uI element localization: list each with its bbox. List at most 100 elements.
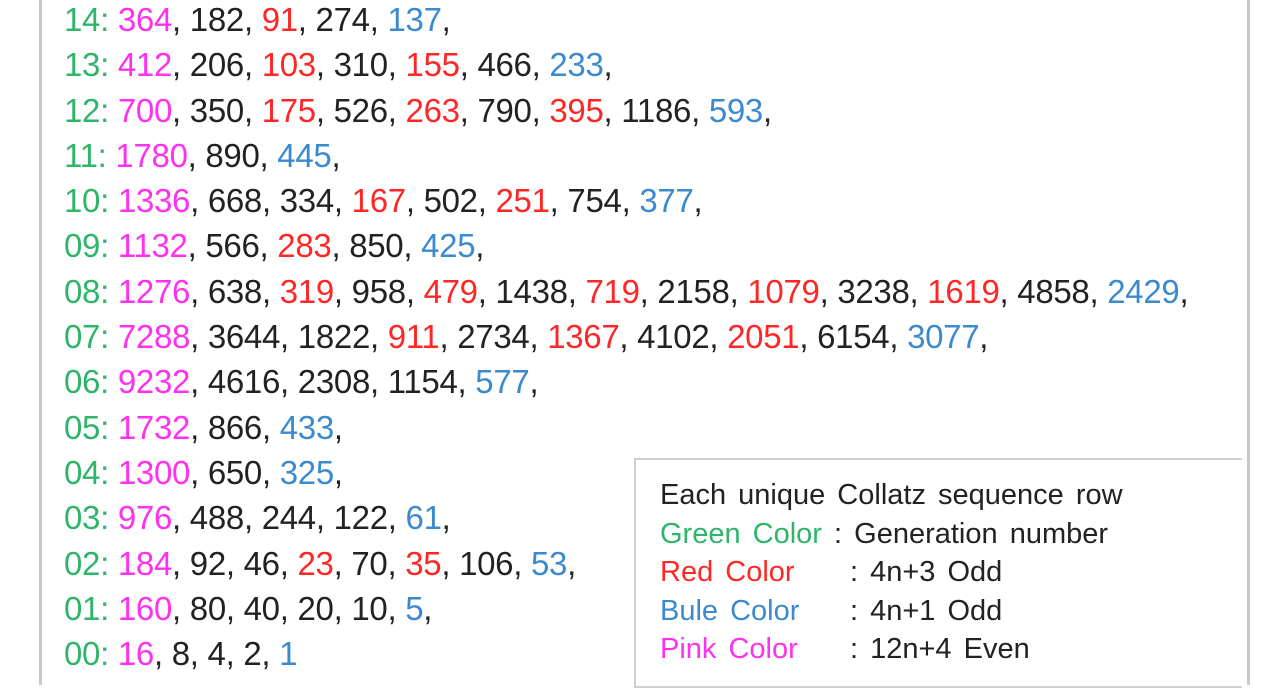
sequence-value: 577 bbox=[475, 363, 530, 401]
generation-number: 06: bbox=[64, 363, 118, 401]
sequence-value: 466 bbox=[477, 46, 532, 84]
legend-entry-blue: Bule Color: 4n+1 Odd bbox=[660, 592, 1242, 631]
sequence-value: 5 bbox=[405, 589, 424, 627]
separator: , bbox=[999, 272, 1018, 310]
separator: , bbox=[441, 1, 451, 38]
sequence-row: 07: 7288, 3644, 1822, 911, 2734, 1367, 4… bbox=[64, 314, 1188, 359]
sequence-row: 01: 160, 80, 40, 20, 10, 5, bbox=[64, 586, 1188, 631]
separator: , bbox=[403, 227, 422, 265]
sequence-value: 251 bbox=[495, 182, 550, 220]
separator: , bbox=[261, 408, 280, 446]
generation-number: 07: bbox=[64, 318, 118, 356]
separator: , bbox=[261, 635, 280, 673]
sequence-value: 6154 bbox=[817, 318, 890, 356]
separator: , bbox=[729, 272, 748, 310]
separator: , bbox=[189, 635, 208, 673]
separator: , bbox=[190, 318, 208, 356]
sequence-value: 566 bbox=[205, 227, 260, 265]
sequence-value: 122 bbox=[333, 499, 388, 537]
sequence-value: 103 bbox=[261, 46, 316, 84]
separator: , bbox=[709, 318, 728, 356]
sequence-row: 12: 700, 350, 175, 526, 263, 790, 395, 1… bbox=[64, 88, 1188, 133]
sequence-row: 05: 1732, 866, 433, bbox=[64, 405, 1188, 450]
generation-number: 03: bbox=[64, 499, 118, 537]
legend-entry-red: Red Color: 4n+3 Odd bbox=[660, 553, 1242, 592]
sequence-value: 425 bbox=[421, 227, 476, 265]
separator: , bbox=[370, 363, 388, 401]
legend-entry-pink: Pink Color: 12n+4 Even bbox=[660, 630, 1242, 669]
sequence-row: 09: 1132, 566, 283, 850, 425, bbox=[64, 223, 1188, 268]
legend-title: Each unique Collatz sequence row bbox=[660, 479, 1123, 511]
separator: , bbox=[549, 182, 568, 220]
separator: , bbox=[387, 499, 406, 537]
separator: , bbox=[459, 91, 478, 129]
sequence-row: 00: 16, 8, 4, 2, 1 bbox=[64, 631, 1188, 676]
separator: , bbox=[1089, 272, 1108, 310]
separator: , bbox=[333, 272, 352, 310]
sequence-value: 866 bbox=[207, 408, 262, 446]
sequence-row: 04: 1300, 650, 325, bbox=[64, 450, 1188, 495]
generation-number: 11: bbox=[64, 136, 116, 174]
separator: , bbox=[331, 136, 341, 174]
separator: , bbox=[259, 136, 278, 174]
sequence-value: 668 bbox=[207, 182, 262, 220]
separator: , bbox=[190, 453, 208, 491]
separator: , bbox=[243, 46, 262, 84]
sequence-value: 1438 bbox=[495, 272, 569, 310]
sequence-value: 911 bbox=[387, 318, 440, 356]
sequence-value: 1822 bbox=[297, 318, 371, 356]
separator: , bbox=[261, 453, 280, 491]
sequence-value: 206 bbox=[189, 46, 244, 84]
sequence-value: 890 bbox=[205, 136, 260, 174]
separator: , bbox=[315, 499, 334, 537]
sequence-value: 958 bbox=[351, 272, 406, 310]
sequence-value: 274 bbox=[315, 1, 370, 38]
sequence-value: 233 bbox=[549, 46, 604, 84]
separator: , bbox=[529, 363, 539, 401]
legend-label: Red Color bbox=[660, 556, 795, 588]
sequence-value: 53 bbox=[530, 544, 568, 582]
separator: , bbox=[387, 544, 406, 582]
sequence-value: 167 bbox=[351, 182, 406, 220]
sequence-value: 502 bbox=[423, 182, 478, 220]
sequence-value: 412 bbox=[117, 46, 173, 84]
separator: , bbox=[693, 182, 703, 220]
sequence-value: 92 bbox=[189, 544, 226, 582]
separator: , bbox=[405, 182, 424, 220]
separator: , bbox=[889, 318, 908, 356]
legend-desc: : 12n+4 Even bbox=[850, 633, 1030, 665]
separator: , bbox=[172, 1, 190, 38]
sequence-value: 137 bbox=[387, 1, 442, 38]
separator: , bbox=[280, 318, 298, 356]
separator: , bbox=[225, 544, 244, 582]
sequence-value: 310 bbox=[333, 46, 388, 84]
sequence-value: 182 bbox=[189, 1, 244, 38]
separator: , bbox=[172, 544, 190, 582]
separator: , bbox=[261, 182, 280, 220]
legend-desc: : 4n+1 Odd bbox=[850, 594, 1003, 627]
separator: , bbox=[243, 499, 262, 537]
sequence-value: 46 bbox=[243, 544, 280, 582]
separator: , bbox=[172, 91, 190, 129]
separator: , bbox=[567, 272, 586, 310]
sequence-value: 91 bbox=[261, 1, 298, 38]
sequence-value: 4858 bbox=[1017, 272, 1090, 310]
sequence-value: 1367 bbox=[547, 318, 620, 356]
sequence-value: 1079 bbox=[747, 272, 820, 310]
separator: , bbox=[261, 272, 280, 310]
sequence-row: 06: 9232, 4616, 2308, 1154, 577, bbox=[64, 359, 1188, 404]
sequence-row: 14: 364, 182, 91, 274, 137, bbox=[64, 0, 1188, 42]
generation-number: 04: bbox=[64, 453, 118, 491]
separator: , bbox=[190, 408, 208, 446]
generation-number: 10: bbox=[64, 182, 118, 220]
separator: , bbox=[603, 91, 622, 129]
sequence-value: 283 bbox=[277, 227, 332, 265]
sequence-value: 334 bbox=[279, 182, 334, 220]
sequence-value: 433 bbox=[279, 408, 334, 446]
sequence-value: 1732 bbox=[117, 408, 191, 446]
separator: , bbox=[475, 227, 485, 265]
separator: , bbox=[513, 544, 531, 582]
collatz-rows: 14: 364, 182, 91, 274, 137, 13: 412, 206,… bbox=[64, 0, 1189, 676]
sequence-value: 9232 bbox=[117, 363, 191, 401]
separator: , bbox=[909, 272, 928, 310]
